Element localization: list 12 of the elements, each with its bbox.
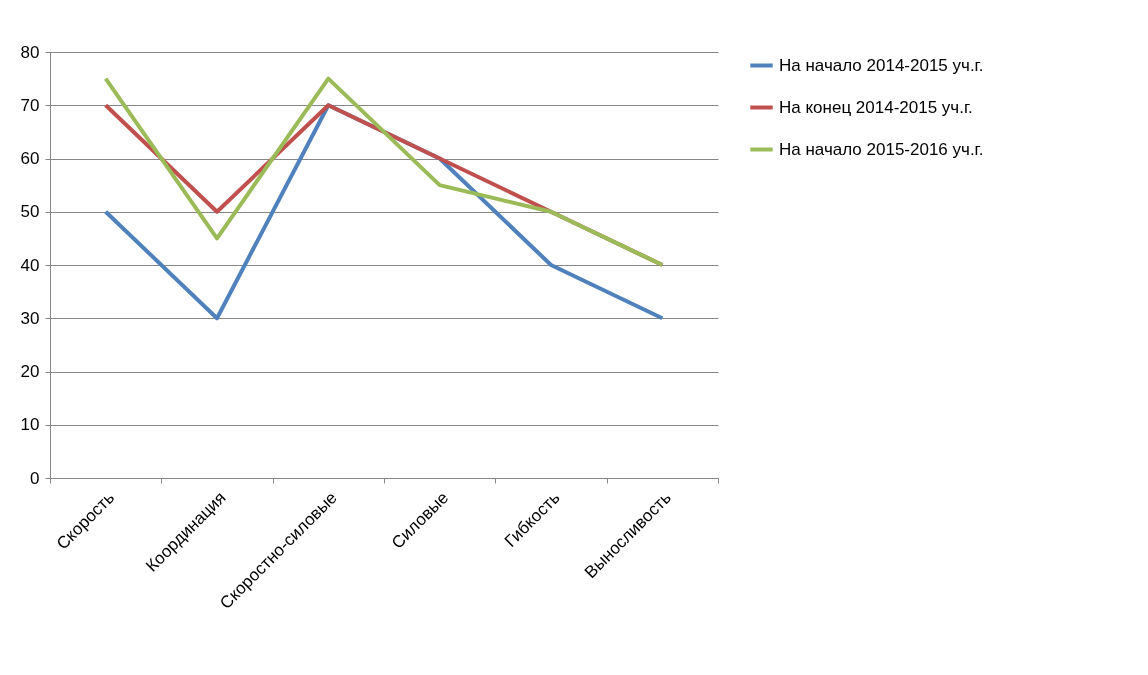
y-tick-label: 0 <box>30 468 40 488</box>
legend-label: На начало 2015-2016 уч.г. <box>779 139 984 159</box>
legend-label: На начало 2014-2015 уч.г. <box>779 55 984 75</box>
y-tick-label: 80 <box>20 42 40 62</box>
y-tick-label: 70 <box>20 95 40 115</box>
y-tick-label: 30 <box>20 308 40 328</box>
y-tick-label: 60 <box>20 149 40 168</box>
y-tick-label: 20 <box>20 362 40 381</box>
y-tick-label: 50 <box>20 202 40 222</box>
y-tick-label: 10 <box>20 415 40 435</box>
legend-label: На конец 2014-2015 уч.г. <box>779 97 973 117</box>
y-tick-label: 40 <box>20 255 40 275</box>
